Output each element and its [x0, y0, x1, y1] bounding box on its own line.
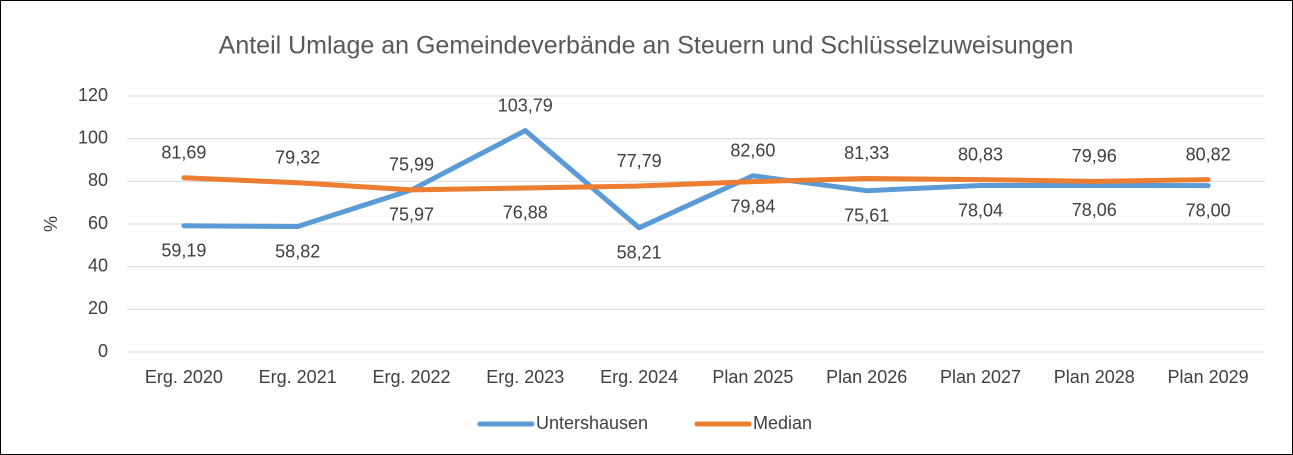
y-tick-label: 0 [98, 341, 108, 361]
series-line [181, 175, 1211, 193]
data-label: 78,04 [958, 200, 1003, 220]
y-tick-label: 120 [78, 85, 108, 105]
data-label: 75,99 [389, 155, 434, 175]
data-label: 75,97 [389, 205, 434, 225]
chart-title: Anteil Umlage an Gemeindeverbände an Ste… [219, 32, 1074, 60]
y-axis-label: % [41, 216, 61, 232]
x-tick-label: Plan 2028 [1054, 367, 1135, 387]
data-label: 79,84 [730, 196, 775, 216]
data-label: 78,00 [1186, 200, 1231, 220]
data-label: 78,06 [1072, 200, 1117, 220]
x-tick-label: Plan 2029 [1168, 367, 1249, 387]
data-label: 58,82 [275, 241, 320, 261]
x-tick-label: Erg. 2023 [486, 367, 564, 387]
x-tick-label: Erg. 2024 [600, 367, 678, 387]
series-line [181, 128, 1211, 231]
data-label: 80,82 [1186, 144, 1231, 164]
legend-label: Median [753, 413, 812, 433]
y-tick-label: 100 [78, 127, 108, 147]
data-label: 76,88 [503, 203, 548, 223]
data-label: 103,79 [498, 95, 553, 115]
legend-label: Untershausen [536, 413, 648, 433]
data-label: 75,61 [844, 205, 889, 225]
data-label: 79,96 [1072, 146, 1117, 166]
data-label: 81,33 [844, 143, 889, 163]
data-label: 59,19 [161, 240, 206, 260]
y-tick-label: 40 [88, 255, 108, 275]
data-label: 58,21 [617, 243, 662, 263]
data-label: 79,32 [275, 148, 320, 168]
x-tick-label: Plan 2026 [826, 367, 907, 387]
y-tick-label: 60 [88, 213, 108, 233]
x-tick-label: Plan 2027 [940, 367, 1021, 387]
y-tick-label: 80 [88, 170, 108, 190]
data-label: 80,83 [958, 144, 1003, 164]
x-tick-label: Plan 2025 [712, 367, 793, 387]
x-tick-label: Erg. 2020 [145, 367, 223, 387]
y-tick-label: 20 [88, 298, 108, 318]
x-tick-label: Erg. 2022 [372, 367, 450, 387]
x-tick-label: Erg. 2021 [259, 367, 337, 387]
data-label: 81,69 [161, 142, 206, 162]
data-label: 82,60 [730, 141, 775, 161]
data-label: 77,79 [617, 151, 662, 171]
